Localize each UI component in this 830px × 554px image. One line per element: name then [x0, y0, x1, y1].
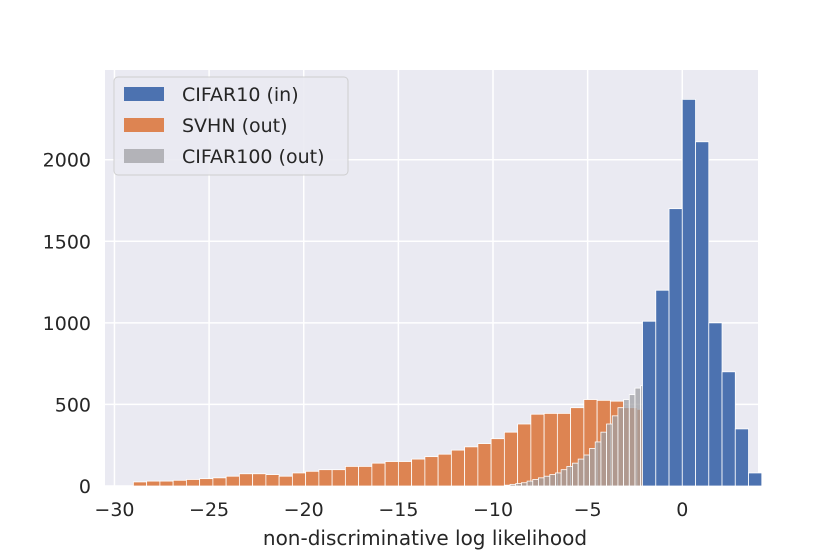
- cifar100-bar: [572, 462, 579, 487]
- cifar100-bar: [538, 477, 545, 487]
- cifar10-bar: [642, 320, 657, 487]
- cifar100-bar: [515, 483, 522, 487]
- cifar10-bar: [668, 208, 683, 487]
- x-tick-label: −5: [574, 499, 602, 521]
- svhn-bar: [397, 461, 413, 487]
- legend-swatch-svhn: [124, 118, 164, 132]
- cifar10-bar: [734, 428, 749, 487]
- cifar100-bar: [566, 466, 573, 487]
- cifar100-bar: [509, 483, 517, 487]
- svhn-bar: [517, 423, 532, 487]
- y-tick-label: 0: [79, 476, 91, 498]
- cifar10-bar: [695, 141, 710, 487]
- svhn-bar: [146, 480, 161, 487]
- cifar100-bar: [526, 480, 534, 487]
- x-tick-label: −20: [284, 499, 324, 521]
- y-tick-labels: 0 500 1000 1500 2000: [43, 150, 91, 498]
- svhn-bar: [450, 449, 466, 487]
- legend-swatch-cifar10: [124, 87, 164, 101]
- legend-label-cifar100: CIFAR100 (out): [182, 146, 325, 168]
- y-tick-label: 1000: [43, 313, 91, 335]
- x-tick-label: −10: [473, 499, 513, 521]
- svhn-bar: [159, 480, 174, 487]
- svhn-bar: [199, 478, 214, 487]
- y-tick-label: 2000: [43, 150, 91, 172]
- cifar100-bar: [600, 431, 607, 487]
- svhn-bar: [424, 456, 439, 487]
- cifar100-bar: [594, 441, 602, 487]
- cifar100-bar: [549, 474, 556, 487]
- cifar100-bar: [532, 479, 539, 487]
- cifar100-bar: [583, 454, 590, 487]
- x-tick-label: −25: [189, 499, 229, 521]
- svhn-bar: [185, 479, 201, 487]
- cifar100-bar: [560, 469, 568, 487]
- svhn-bar: [238, 473, 254, 487]
- cifar100-bar: [577, 458, 585, 487]
- cifar100-bar: [543, 475, 551, 487]
- svhn-bar: [477, 443, 492, 487]
- svhn-bar: [371, 462, 386, 487]
- cifar10-bar: [748, 472, 763, 487]
- cifar10-bar: [681, 98, 696, 487]
- cifar100-bar: [589, 448, 596, 487]
- cifar100-bar: [628, 394, 636, 487]
- svhn-bar: [331, 469, 346, 487]
- legend-label-svhn: SVHN (out): [182, 115, 288, 137]
- legend: CIFAR10 (in) SVHN (out) CIFAR100 (out): [113, 76, 349, 176]
- cifar100-bar: [503, 484, 511, 487]
- cifar100-bar: [521, 482, 528, 487]
- svhn-bar: [265, 474, 280, 487]
- y-tick-label: 500: [55, 394, 91, 416]
- cifar100-bar: [606, 423, 613, 487]
- svhn-bar: [132, 481, 148, 487]
- svhn-bar: [530, 413, 545, 487]
- svhn-bar: [278, 475, 293, 487]
- svhn-bar: [411, 458, 426, 487]
- cifar100-bar: [617, 407, 625, 487]
- x-tick-label: −30: [94, 499, 134, 521]
- legend-label-cifar10: CIFAR10 (in): [182, 84, 299, 106]
- svhn-bar: [358, 466, 373, 487]
- y-tick-label: 1500: [43, 231, 91, 253]
- svhn-bar: [212, 477, 227, 487]
- svhn-bar: [437, 453, 452, 487]
- svhn-bar: [464, 446, 479, 487]
- x-axis-title: non-discriminative log likelihood: [263, 526, 587, 550]
- cifar10-bar: [721, 371, 736, 487]
- svhn-bar: [503, 431, 519, 487]
- svhn-bar: [384, 461, 399, 487]
- svhn-bar: [172, 479, 187, 487]
- svhn-bar: [305, 470, 320, 487]
- x-tick-label: −15: [378, 499, 418, 521]
- cifar100-bar: [611, 415, 619, 487]
- svhn-bar: [344, 466, 360, 487]
- cifar10-bar: [708, 322, 723, 487]
- cifar100-bar: [555, 472, 562, 487]
- svhn-bar: [490, 438, 505, 487]
- x-tick-label: 0: [676, 499, 688, 521]
- x-tick-labels: −30 −25 −20 −15 −10 −5 0: [94, 499, 688, 521]
- cifar10-bar: [655, 289, 670, 487]
- svhn-bar: [252, 473, 267, 487]
- cifar100-bar: [623, 399, 630, 487]
- cifar100-bar: [634, 387, 642, 487]
- svhn-bar: [291, 472, 307, 487]
- svhn-bar: [225, 475, 240, 487]
- legend-swatch-cifar100: [124, 149, 164, 163]
- svhn-bar: [318, 469, 333, 487]
- cifar10-bars: [642, 98, 763, 487]
- legend-box: [113, 76, 349, 176]
